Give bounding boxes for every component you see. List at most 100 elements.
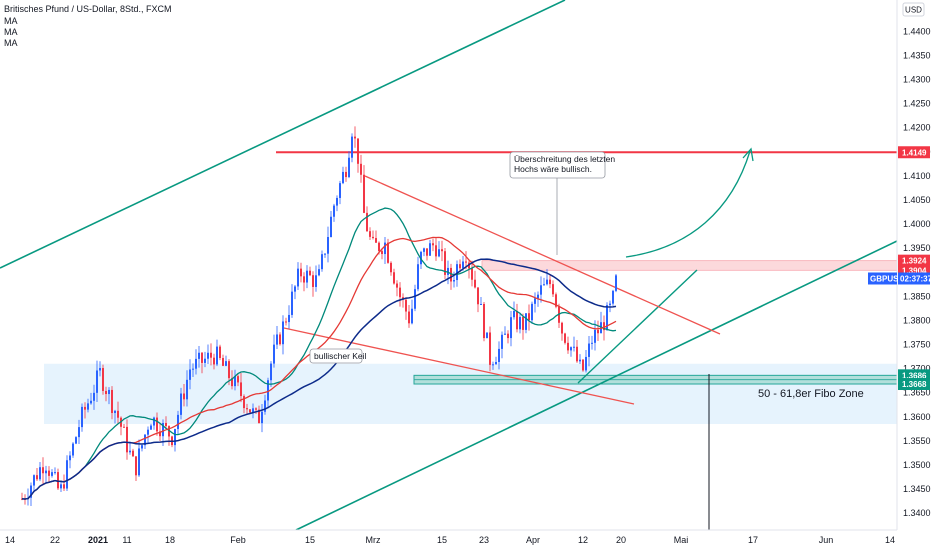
- candle-body: [285, 321, 287, 323]
- candle-body: [318, 269, 320, 276]
- price-tick-label: 1.4350: [903, 50, 931, 60]
- price-tick-label: 1.4000: [903, 219, 931, 229]
- candle-body: [345, 171, 347, 178]
- candle-body: [585, 356, 587, 371]
- candle-body: [594, 329, 596, 343]
- candle-body: [462, 261, 464, 269]
- candle-body: [531, 303, 533, 321]
- candle-body: [612, 290, 614, 304]
- indicator-ma-2[interactable]: MA: [4, 27, 18, 37]
- candle-body: [213, 357, 215, 365]
- price-tag-label: 1.4149: [902, 148, 927, 157]
- candle-body: [105, 390, 107, 395]
- candle-body: [360, 163, 362, 175]
- price-tick-label: 1.3750: [903, 340, 931, 350]
- candle-body: [567, 342, 569, 351]
- candle-body: [156, 417, 158, 432]
- time-tick-label: 12: [578, 535, 588, 545]
- time-tick-label: 14: [885, 535, 895, 545]
- candle-body: [252, 408, 254, 413]
- candle-body: [306, 270, 308, 283]
- candle-body: [195, 358, 197, 369]
- candle-body: [390, 262, 392, 273]
- candle-body: [81, 406, 83, 428]
- candle-body: [444, 251, 446, 275]
- price-tick-label: 1.3800: [903, 315, 931, 325]
- candle-body: [480, 303, 482, 305]
- candle-body: [60, 484, 62, 489]
- candle-body: [315, 275, 317, 287]
- candle-body: [177, 414, 179, 430]
- candle-body: [39, 467, 41, 480]
- indicator-ma-3[interactable]: MA: [4, 38, 18, 48]
- candle-body: [63, 484, 65, 489]
- candle-body: [219, 346, 221, 359]
- candle-body: [489, 332, 491, 365]
- candle-body: [450, 267, 452, 282]
- candle-body: [117, 410, 119, 418]
- current-time-tag-label: 02:37:37: [900, 274, 932, 283]
- candle-body: [147, 429, 149, 435]
- candle-body: [573, 346, 575, 348]
- candle-body: [492, 364, 494, 366]
- symbol-tag-label: GBPUSD: [870, 274, 904, 283]
- candle-body: [273, 344, 275, 364]
- candle-body: [54, 472, 56, 474]
- candle-body: [129, 450, 131, 453]
- candle-body: [423, 248, 425, 252]
- price-tick-label: 1.3450: [903, 484, 931, 494]
- candle-body: [537, 294, 539, 299]
- candle-body: [66, 460, 68, 489]
- price-tag-box: [898, 254, 930, 267]
- candle-body: [279, 334, 281, 345]
- candle-body: [189, 369, 191, 380]
- candle-body: [270, 363, 272, 381]
- candle-body: [45, 470, 47, 474]
- candle-body: [51, 472, 53, 476]
- candle-body: [144, 434, 146, 446]
- candle-body: [375, 238, 377, 243]
- ma-line-mid: [21, 207, 617, 500]
- candle-body: [123, 426, 125, 428]
- price-tick-label: 1.3550: [903, 436, 931, 446]
- candle-body: [342, 171, 344, 184]
- time-axis-bg: [0, 530, 932, 550]
- candle-body: [591, 342, 593, 344]
- candle-body: [504, 333, 506, 335]
- price-tag-label: 1.3904: [902, 266, 927, 275]
- price-tick-label: 1.3950: [903, 243, 931, 253]
- candle-body: [363, 174, 365, 213]
- candle-body: [228, 361, 230, 379]
- candle-body: [297, 268, 299, 287]
- time-tick-label: 18: [165, 535, 175, 545]
- candle-body: [546, 279, 548, 285]
- candle-body: [471, 268, 473, 280]
- candle-body: [192, 368, 194, 370]
- candle-body: [90, 400, 92, 404]
- upper-channel-line: [0, 0, 566, 269]
- breakout-note-line: Hochs wäre bullisch.: [514, 164, 592, 174]
- candle-body: [540, 285, 542, 295]
- candle-body: [291, 291, 293, 315]
- candle-body: [114, 410, 116, 414]
- time-tick-label: 23: [479, 535, 489, 545]
- candle-body: [378, 242, 380, 252]
- candle-body: [522, 316, 524, 330]
- candle-body: [294, 286, 296, 292]
- candle-body: [333, 205, 335, 217]
- currency-button[interactable]: [902, 2, 925, 17]
- candle-body: [477, 287, 479, 305]
- price-tick-label: 1.4200: [903, 123, 931, 133]
- candle-body: [603, 322, 605, 331]
- time-tick-label: Jun: [819, 535, 834, 545]
- time-axis[interactable]: 14 22 2021 11 18 Feb 15 Mrz 15 23 Apr 12 20 Mai 17 Jun 1…: [5, 535, 895, 545]
- candle-body: [429, 243, 431, 256]
- candle-body: [231, 378, 233, 387]
- candle-body: [135, 456, 137, 476]
- candle-body: [111, 389, 113, 414]
- indicator-ma-1[interactable]: MA: [4, 16, 18, 26]
- candle-body: [255, 408, 257, 410]
